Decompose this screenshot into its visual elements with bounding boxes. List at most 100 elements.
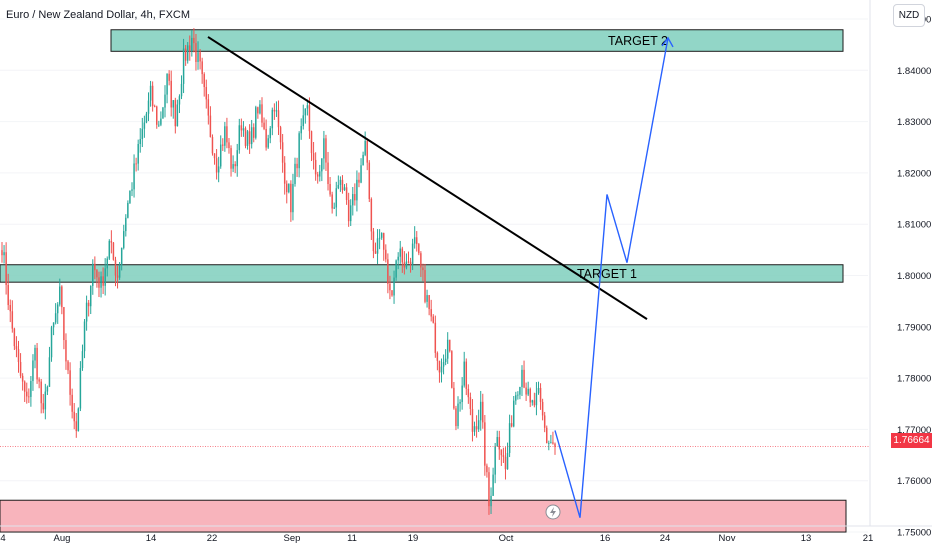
candle-body — [48, 357, 51, 387]
candle-body — [275, 110, 278, 112]
time-axis[interactable]: 4 Aug 14 22 Sep 11 19 Oct 16 24 Nov 13 21 — [0, 525, 932, 544]
time-tick-label: 19 — [408, 533, 419, 544]
time-tick-label: 4 — [0, 533, 5, 544]
candle-body — [257, 107, 259, 114]
candle-body — [345, 187, 348, 200]
candle-body — [475, 426, 478, 430]
candle-body — [409, 261, 412, 265]
candle-body — [550, 442, 552, 444]
candle-body — [189, 45, 191, 51]
candle-body — [1, 250, 3, 256]
candle-body — [222, 144, 224, 146]
flash-icon-bolt — [550, 507, 556, 517]
candle-body — [271, 109, 274, 129]
candle-body — [125, 217, 127, 232]
candle-body — [292, 183, 294, 213]
candle-body — [17, 349, 20, 362]
candle-body — [304, 108, 307, 116]
candle-body — [77, 408, 80, 432]
candle-body — [96, 270, 98, 278]
candle-body — [236, 150, 238, 167]
candle-body — [525, 387, 527, 395]
candle-body — [389, 283, 391, 291]
candle-body — [506, 452, 509, 470]
candle-body — [364, 140, 366, 155]
candle-body — [230, 148, 232, 169]
candle-body — [519, 386, 521, 395]
candle-body — [172, 100, 175, 108]
time-tick-label: 22 — [207, 533, 218, 544]
candle-body — [537, 387, 540, 394]
price-tick-label: 1.78000 — [897, 374, 931, 385]
candle-body — [135, 163, 137, 165]
candle-body — [502, 455, 505, 457]
candle-body — [11, 311, 14, 329]
time-tick-label: Oct — [499, 533, 514, 544]
candle-body — [319, 171, 321, 177]
candle-body — [387, 259, 389, 284]
price-tick-label: 1.76000 — [897, 476, 931, 487]
time-tick-label: 21 — [863, 533, 874, 544]
candle-body — [9, 305, 11, 312]
candle-body — [94, 263, 96, 271]
candle-body — [546, 427, 548, 444]
candle-body — [7, 284, 9, 306]
candle-body — [168, 73, 170, 81]
candle-body — [281, 142, 284, 163]
candle-body — [151, 85, 154, 107]
candle-body — [294, 163, 296, 184]
currency-button[interactable]: NZD — [893, 4, 925, 27]
candle-body — [312, 153, 315, 160]
candle-body — [354, 194, 356, 201]
candle-body — [100, 276, 102, 288]
candle-body — [158, 124, 160, 126]
candle-body — [314, 159, 317, 175]
candle-body — [259, 104, 261, 114]
candle-body — [457, 403, 459, 427]
candle-body — [413, 237, 416, 244]
price-axis[interactable]: 1.850001.840001.830001.820001.810001.800… — [869, 0, 931, 539]
time-tick-label: Nov — [719, 533, 736, 544]
candle-body — [277, 110, 280, 128]
candle-body — [438, 360, 441, 373]
candle-body — [296, 163, 298, 169]
price-tick-label: 1.83000 — [897, 117, 931, 128]
candle-body — [13, 328, 16, 347]
candle-body — [527, 388, 529, 395]
candle-body — [149, 85, 152, 101]
candle-body — [191, 37, 193, 51]
candle-body — [461, 385, 463, 403]
candle-body — [500, 449, 503, 456]
candle-body — [290, 183, 292, 213]
candle-body — [358, 179, 360, 183]
candle-body — [184, 48, 187, 61]
candle-body — [531, 400, 534, 403]
candle-body — [226, 126, 228, 143]
candle-body — [98, 277, 100, 288]
candle-body — [248, 131, 251, 145]
zones-layer: TARGET 2 TARGET 1 — [0, 29, 847, 533]
candle-body — [343, 187, 346, 191]
candle-body — [399, 248, 401, 257]
price-tick-label: 1.79000 — [897, 322, 931, 333]
candle-body — [523, 369, 525, 388]
candle-body — [273, 109, 276, 112]
candle-body — [215, 158, 218, 173]
candle-body — [40, 381, 42, 404]
candle-body — [153, 106, 156, 107]
candle-body — [244, 128, 247, 146]
candle-body — [372, 231, 375, 252]
candle-body — [453, 387, 455, 409]
candle-body — [482, 401, 484, 423]
candle-body — [440, 366, 443, 373]
candle-body — [479, 401, 482, 421]
candle-body — [145, 113, 148, 123]
candle-body — [298, 133, 300, 169]
candle-body — [325, 138, 327, 163]
candle-body — [382, 233, 385, 250]
candle-body — [515, 395, 517, 401]
candle-body — [496, 437, 498, 447]
candle-body — [308, 105, 311, 132]
candle-body — [75, 421, 78, 432]
